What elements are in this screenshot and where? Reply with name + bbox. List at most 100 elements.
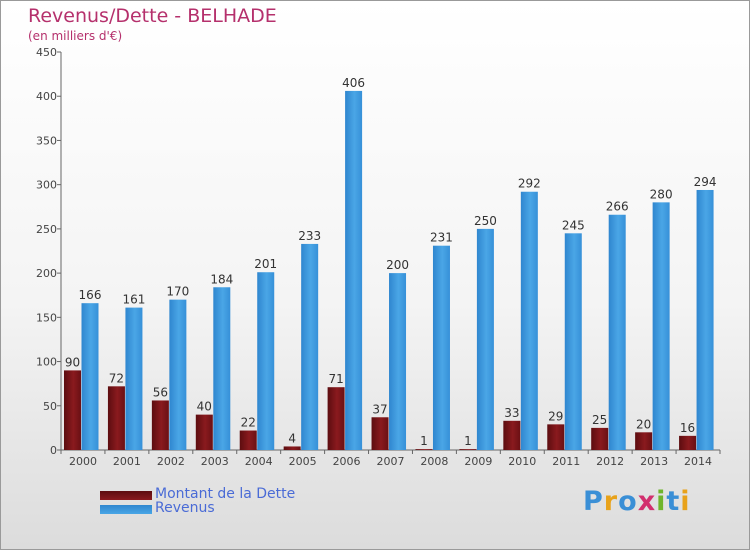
- logo-letter: t: [666, 486, 681, 517]
- bar-dette: [679, 435, 697, 450]
- bar-dette: [195, 414, 213, 450]
- bar-dette: [239, 430, 257, 450]
- x-tick-label: 2001: [113, 455, 141, 468]
- y-tick-label: 300: [36, 179, 57, 192]
- x-tick-label: 2010: [508, 455, 536, 468]
- value-label: 22: [241, 416, 256, 430]
- logo-letter: x: [637, 486, 657, 517]
- x-tick-label: 2003: [201, 455, 229, 468]
- bar-revenus: [389, 273, 407, 450]
- value-labels: 9016672161561704018422201423371406372001…: [65, 76, 717, 448]
- bar-dette: [503, 420, 521, 450]
- logo-letter: o: [618, 486, 638, 517]
- bar-revenus: [257, 272, 275, 450]
- value-label: 29: [548, 409, 563, 423]
- value-label: 37: [372, 402, 387, 416]
- x-tick-label: 2000: [69, 455, 97, 468]
- logo-letter: i: [680, 486, 691, 517]
- bar-revenus: [696, 189, 714, 450]
- y-tick-label: 100: [36, 356, 57, 369]
- bar-revenus: [169, 299, 187, 450]
- x-tick-label: 2009: [464, 455, 492, 468]
- y-tick-label: 250: [36, 223, 57, 236]
- value-label: 294: [694, 175, 717, 189]
- bar-revenus: [520, 191, 538, 450]
- logo-letter: r: [603, 486, 619, 517]
- value-label: 292: [518, 177, 541, 191]
- y-tick-label: 50: [43, 400, 57, 413]
- value-label: 161: [122, 293, 145, 307]
- bar-dette: [64, 370, 81, 450]
- bar-revenus: [345, 90, 363, 450]
- y-tick-label: 350: [36, 134, 57, 147]
- x-tick-label: 2002: [157, 455, 185, 468]
- bar-dette: [635, 432, 653, 450]
- bar-revenus: [564, 233, 582, 450]
- y-tick-label: 450: [36, 46, 57, 59]
- y-tick-label: 200: [36, 267, 57, 280]
- legend-label-dette: Montant de la Dette: [155, 486, 296, 502]
- value-label: 280: [650, 187, 673, 201]
- bar-dette: [415, 449, 433, 450]
- value-label: 25: [592, 413, 607, 427]
- logo-letter: i: [656, 486, 667, 517]
- x-tick-label: 2011: [552, 455, 580, 468]
- chart-title: Revenus/Dette - BELHADE: [28, 5, 277, 27]
- chart-subtitle: (en milliers d'€): [28, 29, 123, 43]
- value-label: 406: [342, 76, 365, 90]
- x-tick-label: 2013: [640, 455, 668, 468]
- y-tick-label: 150: [36, 311, 57, 324]
- bar-revenus: [432, 245, 450, 450]
- value-label: 166: [79, 288, 102, 302]
- logo-letter: P: [583, 486, 604, 517]
- value-label: 233: [298, 229, 321, 243]
- value-label: 250: [474, 214, 497, 228]
- bar-revenus: [81, 303, 99, 450]
- y-tick-label: 400: [36, 90, 57, 103]
- value-label: 71: [328, 372, 343, 386]
- bar-revenus: [213, 287, 231, 450]
- x-tick-label: 2004: [245, 455, 273, 468]
- bar-dette: [107, 386, 125, 450]
- bar-dette: [151, 400, 169, 450]
- value-label: 1: [464, 434, 472, 448]
- value-label: 1: [420, 434, 428, 448]
- value-label: 33: [504, 406, 519, 420]
- value-label: 245: [562, 218, 585, 232]
- value-label: 266: [606, 200, 629, 214]
- bar-dette: [547, 424, 565, 450]
- y-tick-label: 0: [50, 444, 57, 457]
- value-label: 170: [166, 285, 189, 299]
- bar-dette: [283, 446, 301, 450]
- value-label: 56: [153, 385, 168, 399]
- bars: [64, 90, 714, 450]
- value-label: 184: [210, 272, 233, 286]
- bar-dette: [371, 417, 389, 450]
- legend-label-revenus: Revenus: [155, 500, 215, 516]
- legend-swatch-revenus: [100, 505, 152, 514]
- bar-dette: [327, 387, 345, 450]
- x-tick-label: 2005: [289, 455, 317, 468]
- bar-revenus: [608, 214, 626, 450]
- x-tick-label: 2012: [596, 455, 624, 468]
- value-label: 4: [288, 431, 296, 445]
- x-tick-label: 2014: [684, 455, 712, 468]
- x-tick-label: 2008: [420, 455, 448, 468]
- bar-revenus: [652, 202, 670, 450]
- x-tick-label: 2007: [377, 455, 405, 468]
- bar-revenus: [476, 228, 494, 450]
- legend-swatch-dette: [100, 491, 152, 500]
- value-label: 16: [680, 421, 695, 435]
- value-label: 40: [197, 400, 212, 414]
- value-label: 201: [254, 257, 277, 271]
- bar-dette: [459, 449, 477, 450]
- value-label: 20: [636, 417, 651, 431]
- bar-revenus: [301, 243, 319, 450]
- bar-dette: [591, 427, 609, 450]
- proxiti-logo: Proxiti: [583, 486, 691, 517]
- value-label: 90: [65, 355, 80, 369]
- value-label: 72: [109, 371, 124, 385]
- value-label: 200: [386, 258, 409, 272]
